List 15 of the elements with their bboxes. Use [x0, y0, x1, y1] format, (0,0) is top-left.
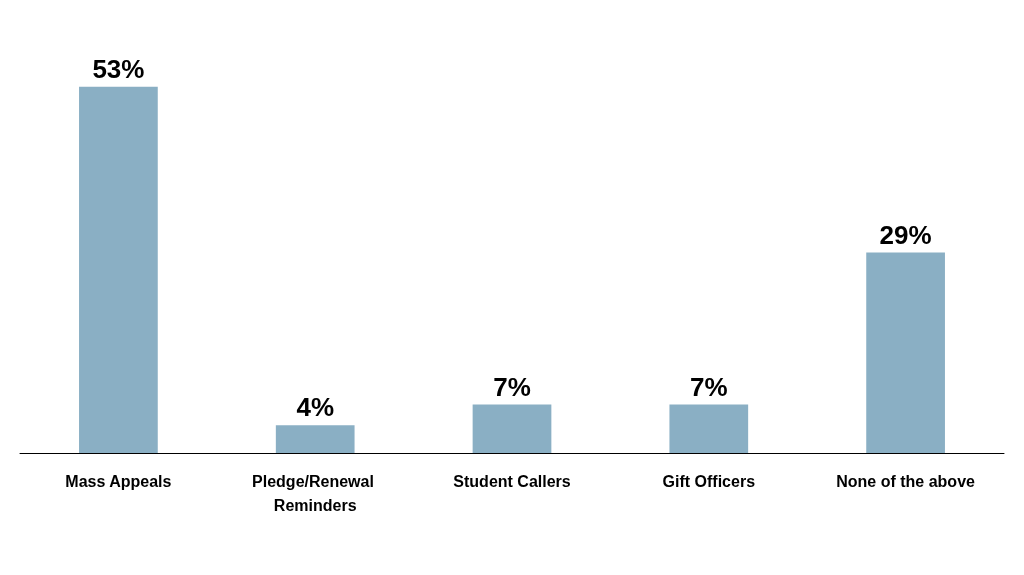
bar: [79, 86, 158, 453]
x-tick-label: Gift Officers: [662, 472, 756, 490]
x-tick-label: None of the above: [836, 472, 976, 490]
bar: [275, 425, 355, 453]
bar: [669, 404, 749, 453]
data-label: 29%: [879, 219, 932, 250]
bar: [866, 252, 945, 453]
data-label: 4%: [296, 392, 334, 423]
x-tick-label: Student Callers: [453, 472, 571, 490]
bar: [472, 404, 552, 453]
x-tick-label: Mass Appeals: [65, 472, 172, 490]
data-label: 7%: [493, 371, 531, 402]
data-label: 7%: [690, 371, 728, 402]
x-tick-label: Pledge/Renewal Reminders: [252, 472, 379, 514]
data-label: 53%: [92, 53, 145, 84]
